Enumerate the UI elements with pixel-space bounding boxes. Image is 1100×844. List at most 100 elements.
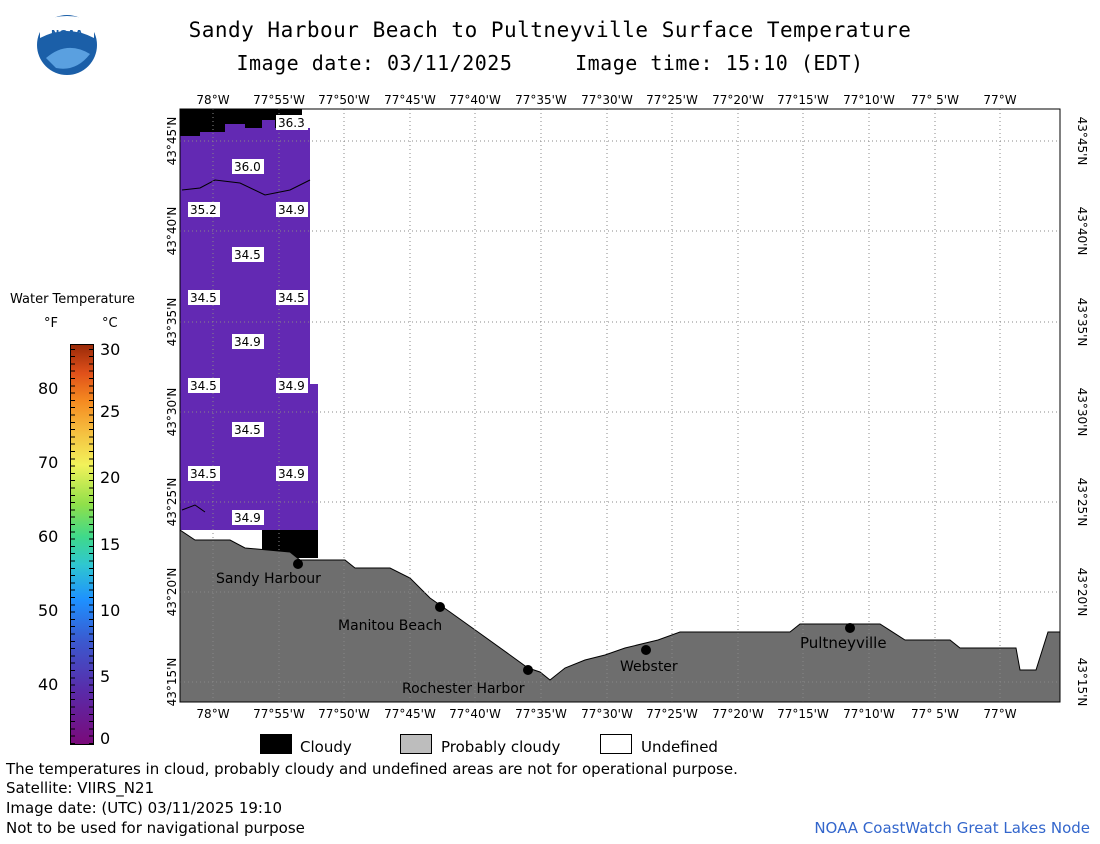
axis-label: 43°25'N xyxy=(165,478,179,527)
temp-label: 34.5 xyxy=(190,379,217,393)
f-tick: 70 xyxy=(38,453,59,472)
axis-label: 77°55'W xyxy=(253,707,305,721)
probably-cloudy-label: Probably cloudy xyxy=(441,738,561,756)
sandy-harbour-marker xyxy=(293,559,303,569)
lon-labels-top: 78°W 77°55'W 77°50'W 77°45'W 77°40'W 77°35'W 7… xyxy=(196,93,1016,107)
axis-label: 78°W xyxy=(196,93,229,107)
undefined-label: Undefined xyxy=(641,738,718,756)
undefined-swatch xyxy=(600,734,632,754)
axis-label: 77° 5'W xyxy=(911,707,959,721)
axis-label: 77° 5'W xyxy=(911,93,959,107)
c-tick: 10 xyxy=(100,601,121,620)
noaa-logo-icon: NOAA xyxy=(37,15,97,75)
c-tick: 20 xyxy=(100,468,121,487)
cloudy-label: Cloudy xyxy=(300,738,352,756)
cloud-area xyxy=(180,109,302,136)
temp-label: 34.9 xyxy=(234,511,261,525)
webster-marker xyxy=(641,645,651,655)
place-label: Webster xyxy=(620,659,678,675)
satellite-text: Satellite: VIIRS_N21 xyxy=(6,779,155,797)
logo-text: NOAA xyxy=(51,29,83,40)
temp-label: 34.5 xyxy=(190,291,217,305)
temp-label: 34.9 xyxy=(278,203,305,217)
axis-label: 77°50'W xyxy=(318,707,370,721)
temp-label: 34.9 xyxy=(278,467,305,481)
temperature-colorbar xyxy=(70,344,94,745)
temp-label: 34.9 xyxy=(234,335,261,349)
place-label: Sandy Harbour xyxy=(216,571,321,587)
axis-label: 43°35'N xyxy=(1075,298,1089,347)
c-tick: 15 xyxy=(100,535,121,554)
axis-label: 77°35'W xyxy=(515,707,567,721)
map-title: Sandy Harbour Beach to Pultneyville Surf… xyxy=(188,18,912,42)
manitou-beach-marker xyxy=(435,602,445,612)
axis-label: 78°W xyxy=(196,707,229,721)
temp-label: 34.5 xyxy=(234,423,261,437)
axis-label: 77°W xyxy=(983,707,1016,721)
axis-label: 77°10'W xyxy=(843,93,895,107)
map-border xyxy=(179,108,1061,703)
disclaimer-text: The temperatures in cloud, probably clou… xyxy=(6,760,738,778)
temp-label: 34.5 xyxy=(234,248,261,262)
unit-fahrenheit: °F xyxy=(44,316,58,331)
lat-labels-left: 43°45'N 43°40'N 43°35'N 43°30'N 43°25'N 43°20… xyxy=(165,117,179,707)
nav-warning-text: Not to be used for navigational purpose xyxy=(6,819,305,837)
utc-date-text: Image date: (UTC) 03/11/2025 19:10 xyxy=(6,799,283,817)
land-area xyxy=(180,529,1060,702)
place-label: Manitou Beach xyxy=(338,618,442,634)
f-tick: 40 xyxy=(38,675,59,694)
axis-label: 43°35'N xyxy=(165,298,179,347)
temperature-labels: 36.3 36.0 35.2 34.9 34.5 34.5 34.5 34.9 … xyxy=(188,115,308,525)
axis-label: 77°40'W xyxy=(449,93,501,107)
axis-label: 77°30'W xyxy=(581,707,633,721)
axis-label: 43°45'N xyxy=(1075,117,1089,166)
temp-label: 34.9 xyxy=(278,379,305,393)
axis-label: 77°25'W xyxy=(646,707,698,721)
temp-label: 34.5 xyxy=(278,291,305,305)
axis-label: 43°15'N xyxy=(165,658,179,707)
axis-label: 77°25'W xyxy=(646,93,698,107)
place-label: Pultneyville xyxy=(800,634,887,652)
axis-label: 43°30'N xyxy=(165,388,179,437)
axis-label: 77°35'W xyxy=(515,93,567,107)
axis-label: 43°30'N xyxy=(1075,388,1089,437)
axis-label: 77°15'W xyxy=(777,93,829,107)
axis-label: 77°40'W xyxy=(449,707,501,721)
axis-label: 77°15'W xyxy=(777,707,829,721)
image-time: Image time: 15:10 (EDT) xyxy=(575,51,864,75)
pultneyville-marker xyxy=(845,623,855,633)
grid-lines xyxy=(180,109,1060,702)
colorbar-title: Water Temperature xyxy=(10,292,135,307)
axis-label: 77°30'W xyxy=(581,93,633,107)
temp-label: 34.5 xyxy=(190,467,217,481)
image-datetime: Image date: 03/11/2025 Image time: 15:10… xyxy=(0,51,1100,75)
axis-label: 77°55'W xyxy=(253,93,305,107)
axis-label: 43°15'N xyxy=(1075,658,1089,707)
axis-label: 43°20'N xyxy=(165,568,179,617)
axis-label: 77°W xyxy=(983,93,1016,107)
image-date: Image date: 03/11/2025 xyxy=(236,51,513,75)
c-tick: 25 xyxy=(100,402,121,421)
probably-cloudy-swatch xyxy=(400,734,432,754)
temp-label: 36.3 xyxy=(278,116,305,130)
axis-label: 43°40'N xyxy=(1075,207,1089,256)
axis-label: 43°40'N xyxy=(165,207,179,256)
axis-label: 77°20'W xyxy=(712,707,764,721)
unit-celsius: °C xyxy=(102,316,118,331)
cloudy-swatch xyxy=(260,734,292,754)
axis-label: 43°25'N xyxy=(1075,478,1089,527)
lon-labels-bottom: 78°W 77°55'W 77°50'W 77°45'W 77°40'W 77°35'W 7… xyxy=(196,707,1016,721)
rochester-harbor-marker xyxy=(523,665,533,675)
temp-label: 35.2 xyxy=(190,203,217,217)
axis-label: 77°50'W xyxy=(318,93,370,107)
temp-label: 36.0 xyxy=(234,160,261,174)
c-tick: 30 xyxy=(100,340,121,359)
axis-label: 43°45'N xyxy=(165,117,179,166)
f-tick: 80 xyxy=(38,379,59,398)
f-tick: 60 xyxy=(38,527,59,546)
axis-label: 77°45'W xyxy=(384,707,436,721)
f-tick: 50 xyxy=(38,601,59,620)
axis-label: 43°20'N xyxy=(1075,568,1089,617)
credit-text: NOAA CoastWatch Great Lakes Node xyxy=(814,819,1090,837)
